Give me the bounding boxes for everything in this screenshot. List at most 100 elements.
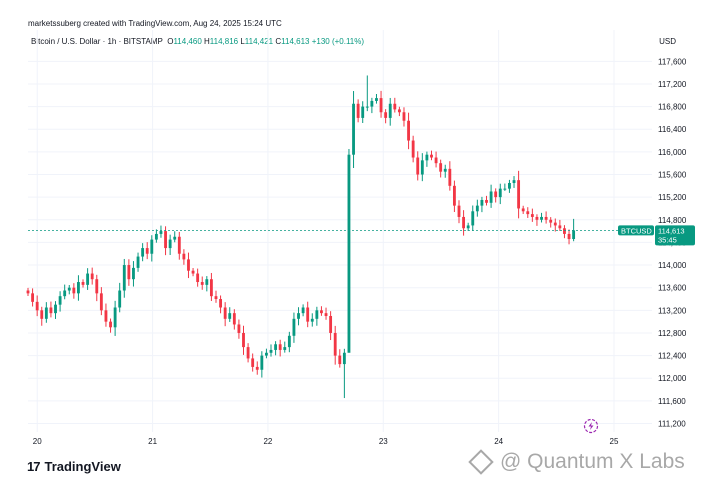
date-tick-label: 25 <box>610 437 619 446</box>
candle-body <box>292 318 296 336</box>
price-tick-label: 117,600 <box>658 57 687 66</box>
candle-body <box>567 233 571 240</box>
candle-body <box>517 180 521 209</box>
candle-body <box>320 310 323 314</box>
grid-lines <box>28 30 652 432</box>
candle-body <box>95 279 99 294</box>
candle-body <box>411 140 415 158</box>
date-tick-label: 21 <box>148 437 157 446</box>
candle-body <box>361 106 365 118</box>
candle-body <box>498 188 502 198</box>
lightning-icon[interactable] <box>583 418 599 434</box>
candle-body <box>333 332 337 356</box>
candle-body <box>127 265 131 280</box>
candle-body <box>81 282 85 285</box>
candle-body <box>416 157 420 175</box>
candle-body <box>420 160 424 175</box>
candle-body <box>255 366 259 370</box>
candle-body <box>104 310 108 322</box>
candle-body <box>223 307 227 319</box>
tradingview-logo-text: TradingView <box>44 459 121 474</box>
change-value: +130 (+0.11%) <box>311 37 365 46</box>
candle-body <box>388 103 392 118</box>
candle-body <box>251 358 255 367</box>
price-tick-label: 111,600 <box>658 397 686 406</box>
diamond-icon <box>468 449 494 475</box>
low-label: L <box>240 37 245 46</box>
high-value: 114,816 <box>209 37 239 46</box>
candle-body <box>67 287 71 291</box>
price-tag-value: 114,613 <box>658 226 685 235</box>
candle-body <box>35 301 39 311</box>
chart-attribution: marketssuberg created with TradingView.c… <box>28 19 282 28</box>
price-tag-countdown: 35:45 <box>658 235 677 244</box>
candle-body <box>485 199 488 203</box>
candle-body <box>540 216 543 220</box>
candle-body <box>402 112 406 121</box>
candle-body <box>379 98 383 113</box>
tradingview-logo[interactable]: 17 TradingView <box>27 459 121 474</box>
candle-body <box>375 98 378 101</box>
candle-body <box>26 290 30 294</box>
candle-body <box>306 307 310 322</box>
tradingview-mark-icon: 17 <box>27 459 41 474</box>
candle-body <box>407 120 410 141</box>
candle-body <box>159 231 163 234</box>
price-tag-value-bg <box>655 225 695 246</box>
watermark-text: @ Quantum X Labs <box>500 450 685 473</box>
price-tag: BTCUSD 114,613 35:45 <box>28 225 695 246</box>
candle-body <box>508 182 511 189</box>
candle-body <box>462 216 466 229</box>
candle-body <box>512 180 516 183</box>
candle-body <box>283 347 287 350</box>
close-label: C <box>275 37 282 46</box>
candle-body <box>90 273 94 280</box>
candle-body <box>196 273 200 283</box>
watermark: @ Quantum X Labs <box>468 449 685 475</box>
candle-body <box>535 216 539 220</box>
candle-body <box>182 253 186 260</box>
symbol-label[interactable]: Bitcoin / U.S. Dollar · 1h · BITSTAMP <box>31 37 163 46</box>
price-tick-label: 112,800 <box>658 329 687 338</box>
candle-body <box>86 273 90 285</box>
candle-body <box>40 310 44 319</box>
candle-body <box>452 185 456 206</box>
price-axis: 111,200 111,600 112,000 112,400 112,800 113,2… <box>658 57 687 428</box>
price-tag-symbol-bg <box>618 225 654 236</box>
candle-body <box>77 282 80 294</box>
candle-body <box>44 307 48 319</box>
candle-body <box>173 236 177 240</box>
candle-body <box>503 188 507 190</box>
candle-body <box>475 205 479 212</box>
candle-body <box>242 332 245 348</box>
candle-body <box>466 225 470 229</box>
candle-body <box>397 109 401 113</box>
candle-body <box>168 239 172 249</box>
price-tick-label: 113,200 <box>658 306 687 315</box>
candle-body <box>370 100 374 107</box>
candle-body <box>113 307 117 328</box>
candle-body <box>563 228 566 234</box>
candle-body <box>136 256 140 268</box>
candle-body <box>439 163 443 172</box>
candle-body <box>553 222 557 226</box>
candle-body <box>109 321 112 328</box>
price-tick-label: 117,200 <box>658 80 687 89</box>
date-tick-label: 23 <box>379 437 388 446</box>
currency-label[interactable]: USD <box>659 37 676 46</box>
candle-body <box>54 304 57 314</box>
candle-body <box>141 248 145 257</box>
candle-body <box>237 324 241 333</box>
price-tick-label: 115,200 <box>658 193 687 202</box>
candle-body <box>342 352 346 365</box>
candle-body <box>200 282 204 285</box>
candle-body <box>99 293 103 311</box>
price-tick-label: 114,000 <box>658 261 687 270</box>
time-axis: 20 21 22 23 24 25 <box>33 437 619 446</box>
candle-body <box>347 154 351 353</box>
candle-body <box>457 205 461 217</box>
candle-body <box>232 313 236 325</box>
candle-body <box>471 211 475 226</box>
price-tick-label: 114,800 <box>658 216 687 225</box>
